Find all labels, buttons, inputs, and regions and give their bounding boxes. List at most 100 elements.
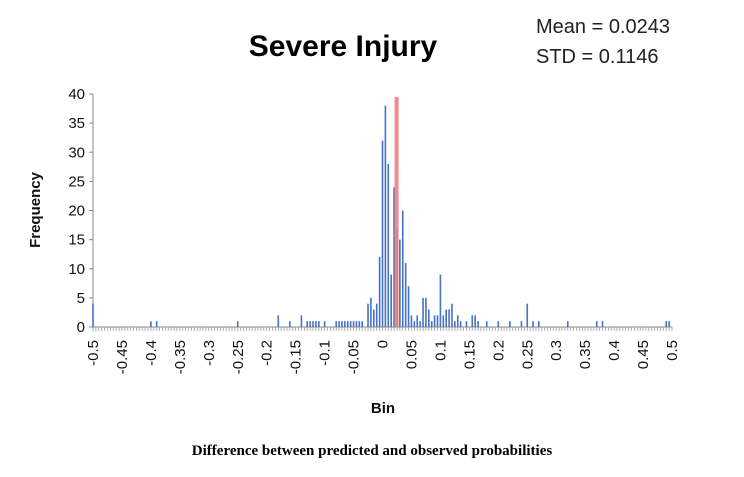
histogram-bar <box>355 321 358 327</box>
x-tick-label: 0.15 <box>461 340 478 369</box>
histogram-bar <box>413 321 416 327</box>
histogram-bar <box>315 321 317 327</box>
histogram-bar <box>155 321 158 327</box>
histogram-bar <box>150 321 152 327</box>
histogram-bar <box>277 315 280 327</box>
y-tick-label: 0 <box>77 319 85 336</box>
histogram-bar <box>358 321 361 327</box>
histogram-bar <box>416 315 419 327</box>
histogram-bar <box>309 321 311 327</box>
histogram-bar <box>422 297 424 327</box>
histogram-bar <box>344 321 346 327</box>
y-tick-label: 25 <box>68 173 85 190</box>
histogram-bar <box>668 321 670 327</box>
x-tick-label: 0.3 <box>548 340 565 361</box>
x-tick-label: -0.35 <box>172 340 189 374</box>
histogram-bar <box>428 309 430 327</box>
histogram-bar <box>442 315 445 327</box>
histogram-bar <box>349 321 352 327</box>
y-tick-label: 40 <box>68 86 85 103</box>
chart-title: Severe Injury <box>249 30 438 63</box>
histogram-bar <box>538 321 540 327</box>
y-axis-label: Frequency <box>27 171 44 248</box>
histogram-bar <box>509 321 511 327</box>
histogram-bar <box>393 187 395 327</box>
histogram-bar <box>312 321 314 327</box>
histogram-bar <box>361 321 364 327</box>
y-tick-label: 35 <box>68 115 85 132</box>
histogram-bar <box>318 321 320 327</box>
y-tick-label: 10 <box>68 261 85 278</box>
x-tick-label: -0.25 <box>230 340 247 374</box>
histogram-bar <box>497 321 500 327</box>
x-tick-label: -0.1 <box>317 340 334 366</box>
histogram-bar <box>341 321 343 327</box>
histogram-bar <box>346 321 349 327</box>
histogram-bar <box>448 309 450 327</box>
histogram-bar <box>445 309 447 327</box>
histogram-bar <box>367 303 369 327</box>
histogram-bar <box>459 321 462 327</box>
histogram-bar <box>387 163 390 327</box>
bar-series <box>92 97 670 328</box>
x-tick-label: -0.05 <box>346 340 363 374</box>
histogram-bar <box>430 321 433 327</box>
histogram-bar <box>390 274 392 327</box>
histogram-bar <box>378 257 381 327</box>
mean-stat: Mean = 0.0243 <box>536 16 670 38</box>
std-stat: STD = 0.1146 <box>536 46 658 68</box>
x-axis-ticks: -0.5 -0.45 -0.4 -0.35 -0.3 -0.25 -0.2 -0.15 -0.1… <box>85 340 681 374</box>
histogram-bar <box>451 303 453 327</box>
histogram-bar <box>601 321 604 327</box>
histogram-bar <box>532 321 534 327</box>
histogram-bar <box>92 303 94 327</box>
plot-area <box>92 94 673 331</box>
histogram-bar <box>520 321 523 327</box>
y-tick-label: 30 <box>68 144 85 161</box>
histogram-bar <box>289 321 291 327</box>
histogram-bar <box>300 315 303 327</box>
histogram-bar <box>401 210 404 327</box>
x-tick-label: 0.2 <box>490 340 507 361</box>
histogram-bar <box>375 303 378 327</box>
histogram-bar <box>439 274 442 327</box>
histogram-bar <box>595 321 598 327</box>
histogram-bar <box>352 321 355 327</box>
x-tick-label: 0.25 <box>519 340 536 369</box>
histogram-bar <box>384 105 387 328</box>
mean-line <box>394 97 399 327</box>
x-tick-label: -0.5 <box>85 340 102 366</box>
x-tick-label: 0.4 <box>606 340 623 361</box>
x-tick-label: 0.35 <box>577 340 594 369</box>
x-tick-label: -0.45 <box>114 340 131 374</box>
x-tick-label: -0.4 <box>143 340 160 366</box>
histogram-bar <box>373 309 375 327</box>
x-tick-label: 0 <box>375 340 392 348</box>
x-tick-label: 0.5 <box>664 340 681 361</box>
x-tick-label: 0.45 <box>635 340 652 369</box>
histogram-bar <box>433 315 436 327</box>
histogram-bar <box>477 321 479 327</box>
histogram-bar <box>381 140 384 327</box>
histogram-bar <box>399 239 401 327</box>
histogram-bar <box>335 321 337 327</box>
histogram-bar <box>410 315 413 327</box>
histogram-bar <box>370 297 372 327</box>
x-tick-label: 0.1 <box>432 340 449 361</box>
histogram-bar <box>419 321 421 327</box>
histogram-bar <box>436 315 439 327</box>
x-axis-label: Bin <box>371 400 395 417</box>
histogram-bar <box>485 321 488 327</box>
histogram-bar <box>338 321 340 327</box>
histogram-bar <box>526 303 529 327</box>
histogram-bar <box>665 321 668 327</box>
histogram-bar <box>465 321 468 327</box>
x-tick-label: -0.2 <box>259 340 276 366</box>
histogram-bar <box>566 321 569 327</box>
histogram-bar <box>471 315 474 327</box>
histogram-bar <box>404 262 407 327</box>
y-tick-label: 15 <box>68 232 85 249</box>
y-axis-ticks: 0 5 10 15 20 25 30 35 40 <box>68 86 93 336</box>
histogram-bar <box>323 321 326 327</box>
histogram-bar <box>474 315 476 327</box>
